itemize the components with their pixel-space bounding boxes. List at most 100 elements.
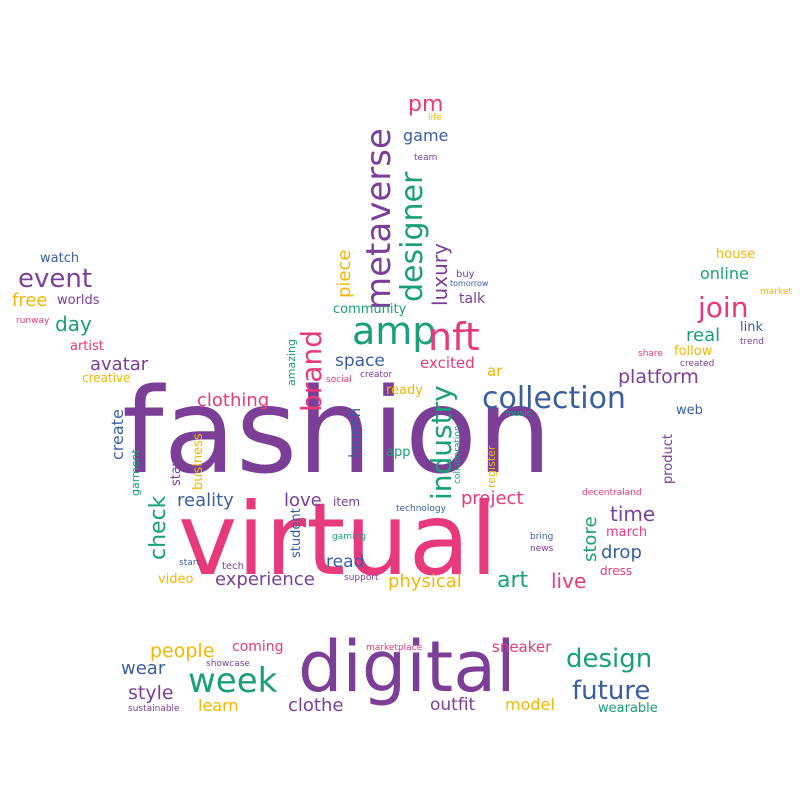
word-share: share	[638, 349, 663, 359]
word-worlds: worlds	[57, 293, 100, 308]
word-space: space	[335, 351, 385, 371]
word-tech: tech	[222, 561, 244, 572]
word-link: link	[740, 320, 763, 335]
word-check: check	[146, 495, 171, 560]
word-watch: watch	[40, 251, 80, 266]
word-coming: coming	[232, 639, 284, 655]
word-product: product	[661, 433, 676, 484]
word-collaboration: collaboration	[453, 425, 463, 484]
word-free: free	[12, 290, 48, 311]
word-online: online	[700, 264, 749, 283]
word-bring: bring	[530, 532, 554, 542]
word-team: team	[414, 153, 438, 163]
word-artist: artist	[70, 339, 104, 354]
word-live: live	[551, 569, 587, 593]
word-excited: excited	[420, 354, 475, 372]
word-digital: digital	[298, 626, 516, 708]
word-luxury: luxury	[428, 243, 452, 306]
word-ar: ar	[487, 362, 503, 380]
word-created: created	[680, 359, 715, 369]
word-music: music	[505, 409, 532, 419]
word-future: future	[572, 676, 651, 706]
word-runway: runway	[16, 316, 50, 326]
word-garment: garment	[129, 449, 142, 496]
word-gaming: gaming	[332, 532, 366, 542]
word-support: support	[344, 573, 379, 583]
word-people: people	[150, 640, 215, 662]
word-brand: brand	[295, 330, 328, 412]
word-real: real	[686, 325, 721, 346]
word-experience: experience	[215, 569, 315, 590]
word-platform: platform	[618, 366, 699, 388]
word-video: video	[158, 572, 194, 587]
word-collection: collection	[482, 381, 626, 416]
word-launch: launch	[346, 407, 364, 458]
word-love: love	[284, 490, 322, 511]
word-virtual: virtual	[178, 481, 498, 598]
word-start: start	[179, 558, 200, 568]
word-fashion: fashion	[122, 362, 552, 500]
word-marketplace: marketplace	[366, 643, 423, 653]
word-week: week	[188, 661, 278, 701]
word-time: time	[610, 502, 656, 526]
word-dress: dress	[600, 564, 633, 578]
word-clothe: clothe	[288, 695, 344, 716]
word-store: store	[580, 516, 601, 562]
word-buy: buy	[456, 269, 475, 280]
word-designer: designer	[395, 171, 430, 302]
word-amazing: amazing	[285, 339, 298, 386]
word-sneaker: sneaker	[492, 638, 552, 656]
word-game: game	[403, 126, 449, 145]
word-house: house	[716, 247, 756, 262]
word-model: model	[505, 695, 555, 714]
word-student: student	[289, 508, 304, 558]
word-register: register	[485, 445, 498, 488]
word-metaverse: metaverse	[359, 128, 399, 310]
word-march: march	[606, 525, 648, 540]
word-physical: physical	[388, 571, 462, 592]
word-event: event	[18, 264, 93, 294]
word-creative: creative	[82, 371, 131, 385]
word-outfit: outfit	[430, 695, 476, 715]
word-avatar: avatar	[90, 354, 149, 375]
word-market: market	[760, 287, 792, 297]
word-app: app	[386, 445, 411, 460]
word-amp: amp	[352, 309, 437, 353]
word-clothing: clothing	[197, 390, 270, 411]
word-life: life	[428, 113, 442, 123]
word-news: news	[530, 544, 554, 554]
word-showcase: showcase	[206, 659, 250, 669]
word-reality: reality	[177, 490, 234, 511]
word-social: social	[326, 375, 352, 385]
word-style: style	[128, 682, 174, 704]
word-read: read	[326, 552, 365, 572]
word-wear: wear	[121, 658, 166, 679]
word-drop: drop	[601, 542, 642, 563]
word-nft: nft	[428, 315, 480, 359]
word-piece: piece	[334, 249, 355, 298]
word-trend: trend	[740, 337, 764, 347]
word-creator: creator	[360, 370, 393, 380]
word-item: item	[333, 495, 361, 509]
word-day: day	[55, 312, 92, 336]
word-wearable: wearable	[598, 701, 658, 716]
word-design: design	[566, 644, 653, 674]
word-tomorrow: tomorrow	[450, 279, 489, 288]
word-create: create	[108, 409, 127, 460]
word-community: community	[333, 302, 407, 317]
word-web: web	[676, 403, 703, 418]
word-technology: technology	[396, 504, 446, 514]
word-art: art	[497, 568, 529, 593]
word-follow: follow	[674, 344, 713, 359]
word-learn: learn	[198, 696, 239, 715]
word-industry: industry	[425, 385, 458, 500]
word-decentraland: decentraland	[582, 488, 642, 498]
word-talk: talk	[459, 291, 486, 307]
word-pm: pm	[408, 92, 444, 117]
word-ready: ready	[386, 383, 423, 398]
word-stay: stay	[169, 458, 184, 486]
word-sustainable: sustainable	[128, 704, 180, 714]
word-join: join	[698, 291, 749, 324]
word-business: business	[191, 433, 206, 490]
